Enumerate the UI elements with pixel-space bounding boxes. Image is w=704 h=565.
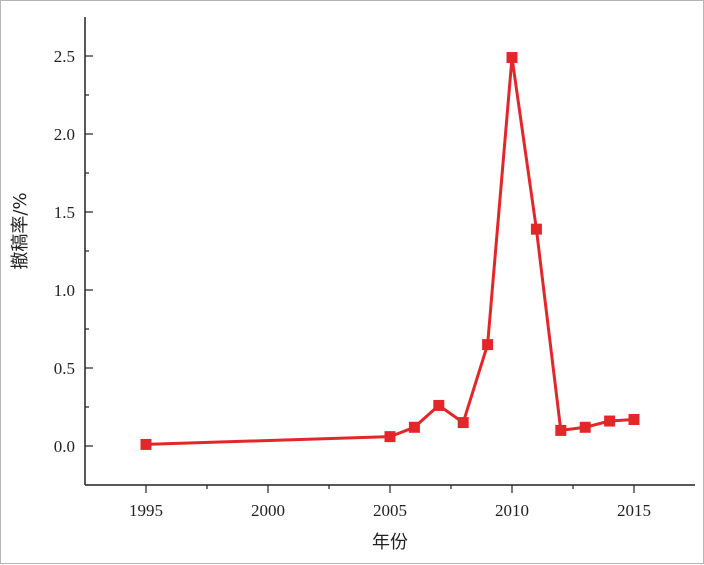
y-tick-label: 2.0: [54, 125, 75, 144]
y-tick-label: 0.5: [54, 359, 75, 378]
data-point-marker: [433, 399, 445, 411]
series-line: [145, 56, 635, 446]
data-point-marker: [408, 421, 420, 433]
data-point-marker: [384, 431, 396, 443]
x-tick-label: 2015: [617, 501, 651, 520]
x-tick-label: 2010: [495, 501, 529, 520]
data-point-marker: [457, 417, 469, 429]
data-point-marker: [506, 52, 518, 64]
x-tick-label: 2000: [251, 501, 285, 520]
data-point-marker: [140, 438, 152, 450]
data-point-marker: [579, 421, 591, 433]
x-tick-label: 2005: [373, 501, 407, 520]
series-layer: [140, 52, 640, 450]
data-point-marker: [530, 223, 542, 235]
y-axis-title: 撤稿率/%: [10, 192, 31, 269]
y-tick-label: 1.5: [54, 203, 75, 222]
axes: [84, 17, 695, 486]
y-ticks: 0.0 0.5 1.0 1.5 2.0 2.5: [54, 47, 93, 456]
x-ticks: 1995 2000 2005 2010 2015: [129, 485, 651, 520]
data-point-marker: [628, 413, 640, 425]
x-axis-title: 年份: [372, 532, 408, 553]
data-point-marker: [482, 339, 494, 351]
y-tick-label: 1.0: [54, 281, 75, 300]
y-tick-label: 0.0: [54, 437, 75, 456]
data-point-marker: [604, 415, 616, 427]
y-tick-label: 2.5: [54, 47, 75, 66]
x-tick-label: 1995: [129, 501, 163, 520]
data-point-marker: [555, 424, 567, 436]
